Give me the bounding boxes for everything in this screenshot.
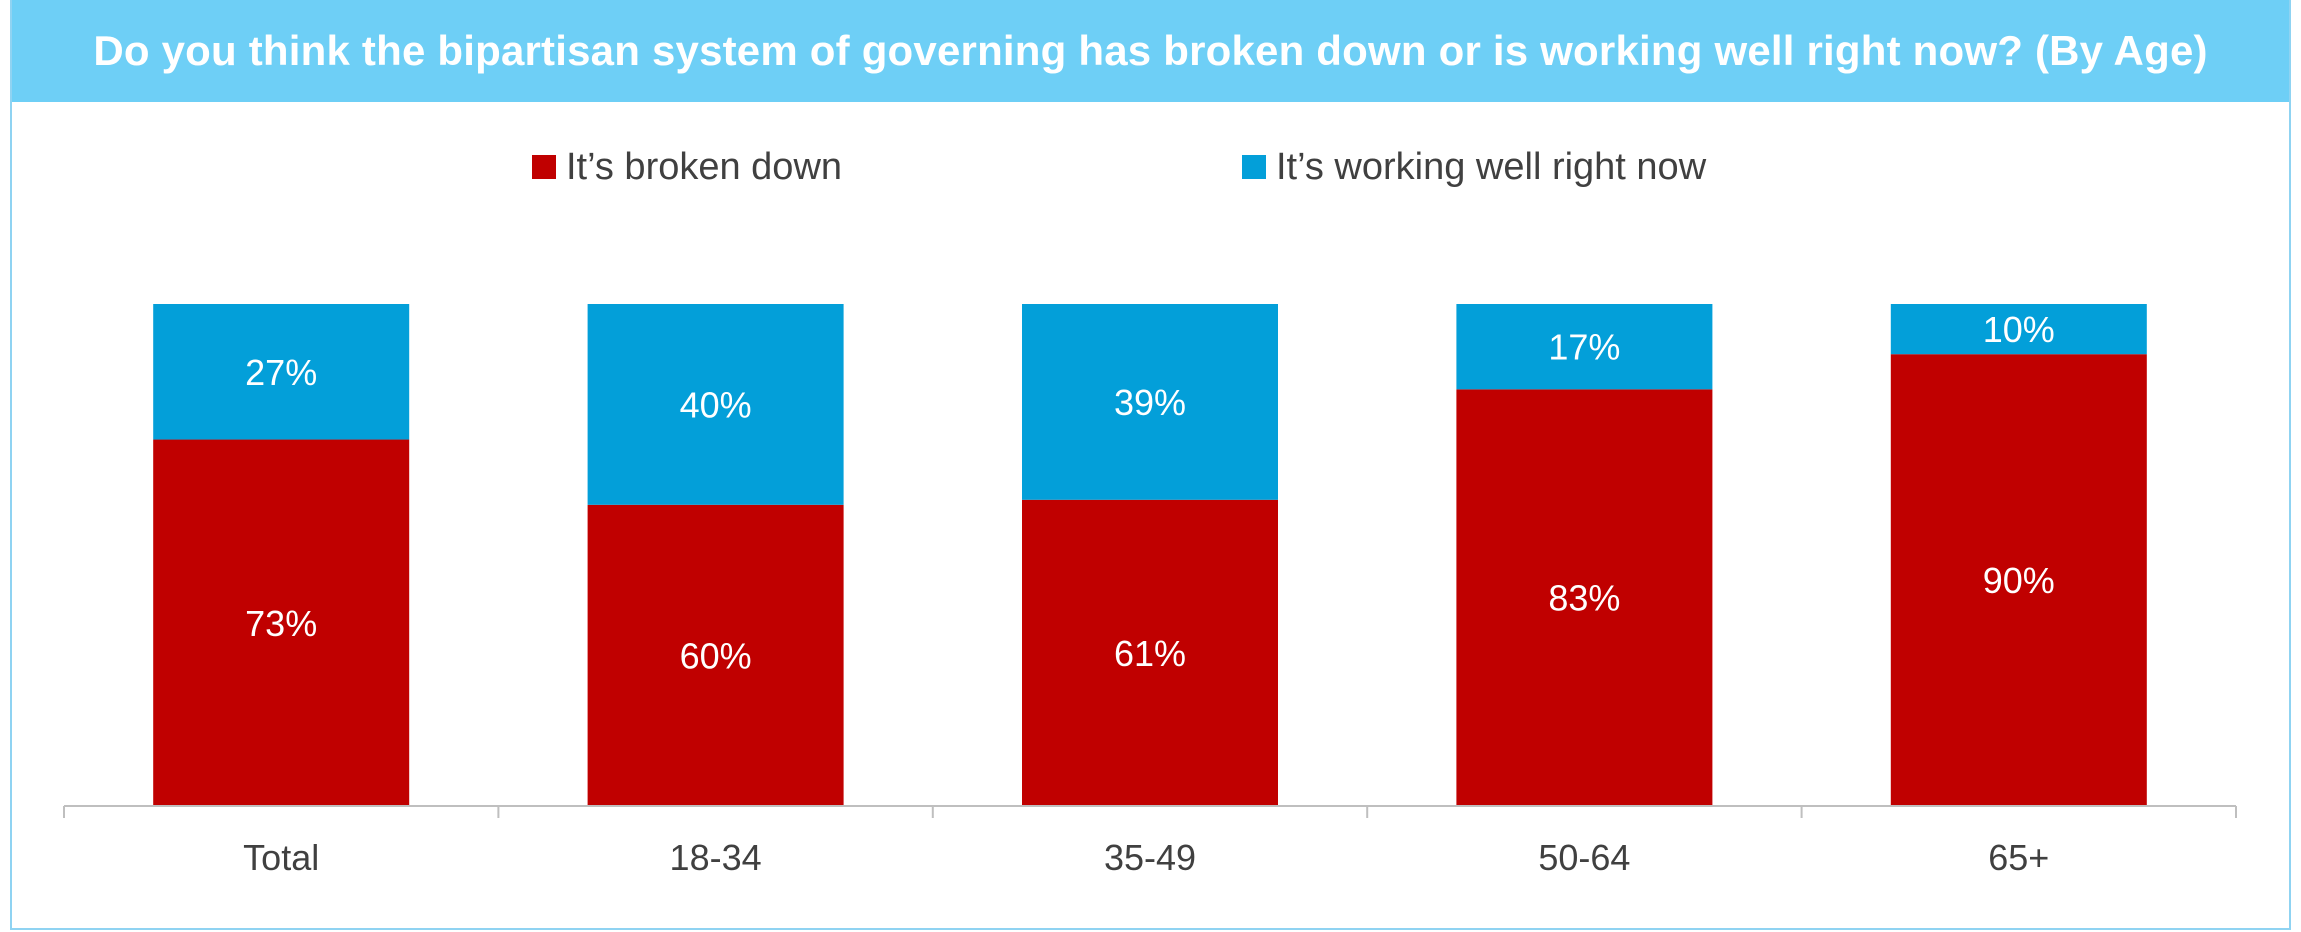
bar-broken-1834: [587, 504, 844, 806]
data-label: 73%: [245, 603, 317, 644]
title-bar: Do you think the bipartisan system of go…: [12, 0, 2289, 102]
bar-working-5064: [1456, 304, 1713, 390]
legend-label-broken: It’s broken down: [566, 145, 843, 188]
data-label: 83%: [1548, 578, 1620, 619]
legend-item-working: It’s working well right now: [1242, 142, 1706, 192]
chart-title: Do you think the bipartisan system of go…: [93, 27, 2208, 74]
x-tick-label: 65+: [1988, 837, 2049, 878]
legend: It’s broken down It’s working well right…: [12, 142, 2289, 192]
bar-broken-65: [1890, 354, 2147, 806]
x-tick-label: 35-49: [1104, 837, 1196, 878]
bar-working-3549: [1022, 304, 1278, 500]
data-label: 27%: [245, 352, 317, 393]
legend-label-working: It’s working well right now: [1276, 145, 1707, 188]
bar-working-65: [1890, 304, 2147, 355]
data-label: 17%: [1548, 327, 1620, 368]
x-tick-label: Total: [243, 837, 319, 878]
bar-working-1834: [587, 304, 844, 505]
bar-broken-5064: [1456, 389, 1713, 806]
bar-broken-3549: [1022, 499, 1278, 806]
data-label: 40%: [680, 384, 752, 425]
x-tick-label: 18-34: [670, 837, 762, 878]
data-label: 39%: [1114, 382, 1186, 423]
data-label: 61%: [1114, 633, 1186, 674]
bar-broken-total: [153, 439, 410, 806]
x-tick-label: 50-64: [1538, 837, 1630, 878]
legend-swatch-broken: [532, 155, 556, 179]
legend-swatch-working: [1242, 155, 1266, 179]
legend-item-broken: It’s broken down: [532, 142, 842, 192]
bar-working-total: [153, 304, 410, 440]
data-label: 90%: [1983, 560, 2055, 601]
data-label: 10%: [1983, 309, 2055, 350]
data-label: 60%: [680, 635, 752, 676]
